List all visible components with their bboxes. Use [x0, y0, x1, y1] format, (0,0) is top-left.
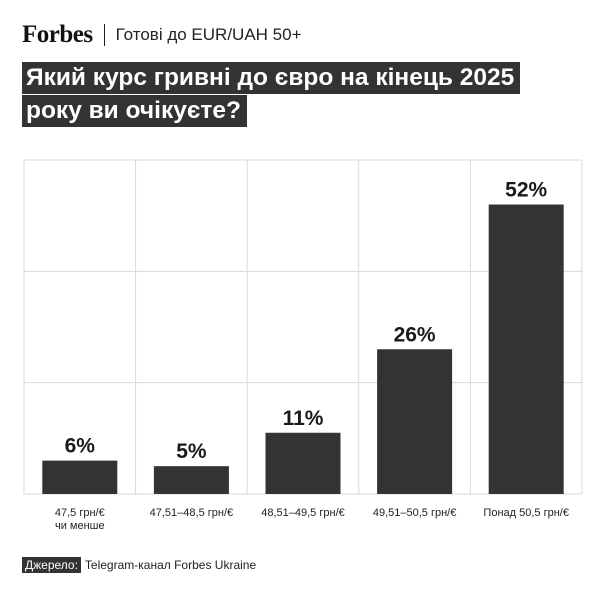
bar-value-label: 26% [394, 323, 436, 346]
source-label: Джерело: [22, 557, 81, 573]
category-label: Понад 50,5 грн/€ [483, 507, 569, 519]
bar-value-label: 5% [176, 440, 207, 463]
category-label: 48,51–49,5 грн/€ [261, 507, 345, 519]
bar [377, 349, 453, 494]
header-subtitle: Готові до EUR/UAH 50+ [115, 25, 302, 44]
header-divider [103, 24, 105, 46]
title-line-2: року ви очікуєте? [22, 95, 247, 127]
chart-title: Який курс гривні до євро на кінець 2025 … [22, 62, 521, 128]
source-text: Telegram-канал Forbes Ukraine [84, 558, 257, 572]
bar [42, 460, 118, 494]
bar-value-label: 11% [283, 407, 324, 430]
bar-value-label: 52% [505, 179, 547, 202]
bar [153, 466, 229, 494]
bar-chart: 6% 47,5 грн/€чи менше 5% 47,51–48,5 грн/€ 11… [23, 159, 583, 532]
category-label: 47,51–48,5 грн/€ [150, 507, 234, 519]
forbes-logo: Forbes [22, 21, 93, 48]
category-label: 47,5 грн/€ [55, 507, 105, 519]
bar-value-label: 6% [65, 435, 96, 458]
category-label: 49,51–50,5 грн/€ [373, 507, 457, 519]
header: Forbes Готові до EUR/UAH 50+ [22, 20, 302, 50]
category-label: чи менше [55, 520, 105, 532]
title-line-1: Який курс гривні до євро на кінець 2025 [22, 62, 521, 94]
bar [265, 432, 341, 494]
source-note: Джерело: Telegram-канал Forbes Ukraine [22, 557, 256, 573]
bar [488, 204, 564, 495]
